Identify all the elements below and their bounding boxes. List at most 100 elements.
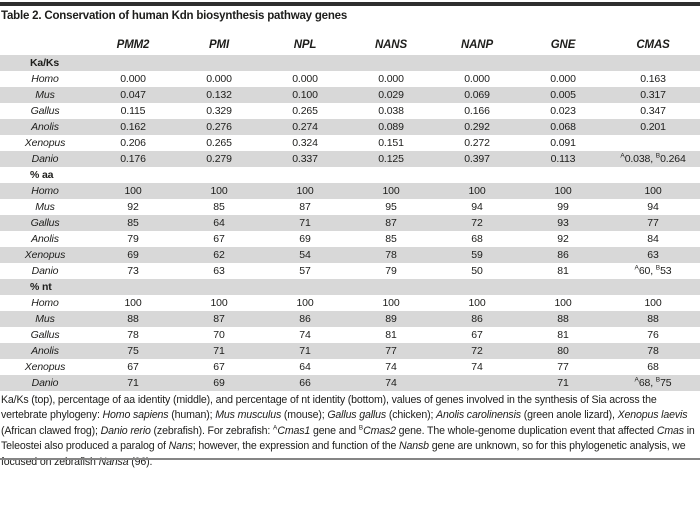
value-cell: 0.292 [464, 121, 490, 133]
value-cell: 66 [299, 377, 311, 389]
value-cell: 0.069 [464, 89, 490, 101]
value-cell: 75 [127, 345, 139, 357]
footnote-italic-term: Xenopus laevis [617, 409, 688, 422]
value-cell: 88 [647, 313, 659, 325]
footnote-italic-term: Cmas2 [363, 424, 396, 437]
column-header: GNE [550, 39, 576, 51]
value-cell: 0.113 [550, 153, 576, 165]
value-cell: 0.279 [206, 153, 232, 165]
value-cell: A68, B75 [634, 376, 672, 389]
value-cell: 69 [299, 233, 311, 245]
value-cell: 67 [127, 361, 139, 373]
superscript-marker: A [620, 152, 625, 160]
value-cell: 92 [127, 201, 139, 213]
footnote-text: ; however, the expression and function o… [192, 440, 400, 453]
footnote-italic-term: Danio rerio [100, 424, 151, 437]
species-cell: Mus [35, 89, 55, 101]
value-cell: 71 [557, 377, 569, 389]
footnote-text: (chicken); [386, 409, 437, 422]
value-cell: 86 [471, 313, 483, 325]
species-cell: Homo [31, 73, 59, 85]
value-cell: 80 [557, 345, 569, 357]
value-cell: 79 [385, 265, 397, 277]
value-cell: 100 [382, 297, 400, 309]
value-cell: 87 [385, 217, 397, 229]
value-cell: 57 [299, 265, 311, 277]
section-label: % aa [30, 169, 54, 181]
column-header: CMAS [636, 39, 670, 51]
section-header-row: % aa [0, 167, 700, 183]
value-cell: 0.265 [292, 105, 318, 117]
conservation-table: PMM2 PMI NPL NANS NANP GNE CMAS Ka/Ks Homo 0.000… [0, 36, 700, 391]
value-cell: 0.166 [464, 105, 490, 117]
value-cell: 100 [296, 185, 314, 197]
value-cell: 0.272 [464, 137, 490, 149]
value-cell: 74 [385, 377, 397, 389]
value-cell: 78 [385, 249, 397, 261]
value-cell: 64 [213, 217, 225, 229]
value-cell: 100 [644, 297, 662, 309]
value-cell: 85 [385, 233, 397, 245]
footnote-superscript: B [358, 424, 364, 432]
value-cell: 94 [471, 201, 483, 213]
value-cell: 69 [127, 249, 139, 261]
value-cell: 79 [127, 233, 139, 245]
footnote-text: Ka/Ks (top), percentage of aa identity (… [1, 394, 657, 422]
section-header-row: % nt [0, 279, 700, 295]
value-cell: 0.125 [378, 153, 404, 165]
value-cell: 0.337 [292, 153, 318, 165]
column-header: NPL [293, 39, 317, 51]
table-row: Mus 92 85 87 95 94 99 94 [0, 199, 700, 215]
species-cell: Danio [31, 265, 59, 277]
table-row: Xenopus 0.206 0.265 0.324 0.151 0.272 0.091 [0, 135, 700, 151]
value-cell: 74 [385, 361, 397, 373]
footnote-italic-term: Anolis carolinensis [436, 409, 521, 422]
value-cell: 87 [213, 313, 225, 325]
value-cell: 0.100 [292, 89, 318, 101]
value-cell: 0.276 [206, 121, 232, 133]
footnote-text: gene. The whole-genome duplication event… [395, 424, 657, 437]
value-cell: 81 [385, 329, 397, 341]
superscript-marker: B [655, 376, 661, 384]
footnote-italic-term: Mus musculus [215, 409, 282, 422]
value-cell: 72 [471, 345, 483, 357]
value-cell: 74 [299, 329, 311, 341]
species-cell: Mus [35, 313, 55, 325]
value-cell: 76 [647, 329, 659, 341]
value-cell: 0.163 [640, 73, 666, 85]
table-row: Anolis 0.162 0.276 0.274 0.089 0.292 0.068 0.20… [0, 119, 700, 135]
value-cell: 54 [299, 249, 311, 261]
value-cell: 0.029 [378, 89, 404, 101]
row-label-header [0, 36, 90, 55]
value-cell: 86 [557, 249, 569, 261]
value-cell: 0.005 [550, 89, 576, 101]
species-cell: Mus [35, 201, 55, 213]
footnote-text: (African clawed frog); [1, 424, 101, 437]
value-cell: 77 [647, 217, 659, 229]
table-header-row: PMM2 PMI NPL NANS NANP GNE CMAS [0, 36, 700, 55]
value-cell: 84 [647, 233, 659, 245]
species-cell: Xenopus [24, 361, 66, 373]
footnote-text: (mouse); [281, 409, 328, 422]
column-header: NANP [461, 39, 493, 51]
table-row: Homo 0.000 0.000 0.000 0.000 0.000 0.000 0.163 [0, 71, 700, 87]
value-cell: 69 [213, 377, 225, 389]
value-cell: 88 [557, 313, 569, 325]
section-label: % nt [30, 281, 52, 293]
value-cell: 63 [213, 265, 225, 277]
value-cell: 93 [557, 217, 569, 229]
value-cell: 87 [299, 201, 311, 213]
value-cell: 0.038 [378, 105, 404, 117]
value-cell: 70 [213, 329, 225, 341]
value-cell: A0.038, B0.264 [620, 152, 686, 165]
table-body: Ka/Ks Homo 0.000 0.000 0.000 0.000 0.000 0.000 0… [0, 55, 700, 391]
table-row: Anolis 75 71 71 77 72 80 78 [0, 343, 700, 359]
value-cell: 100 [382, 185, 400, 197]
value-cell: 0.089 [378, 121, 404, 133]
species-cell: Danio [31, 377, 59, 389]
value-cell: 100 [554, 297, 572, 309]
value-cell: 78 [127, 329, 139, 341]
table-row: Anolis 79 67 69 85 68 92 84 [0, 231, 700, 247]
value-cell: 94 [647, 201, 659, 213]
